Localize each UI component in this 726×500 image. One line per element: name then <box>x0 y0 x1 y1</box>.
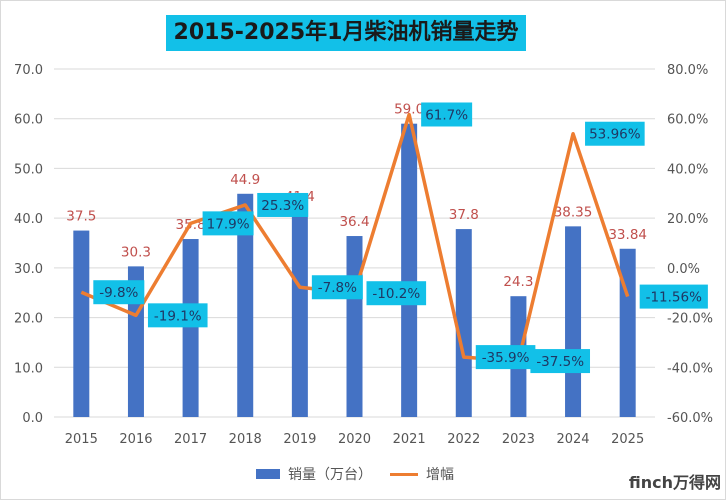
x-tick: 2021 <box>393 432 426 447</box>
bar-data-label: 44.9 <box>230 172 260 188</box>
bar-data-label: 37.8 <box>449 207 479 223</box>
growth-label-box <box>147 303 208 328</box>
x-tick: 2020 <box>338 432 371 447</box>
growth-label-box <box>311 275 363 300</box>
growth-label-box <box>202 211 254 236</box>
legend-label-sales: 销量（万台） <box>288 467 372 483</box>
bar <box>565 226 582 417</box>
bar <box>73 230 90 417</box>
y-right-tick: 60.0% <box>667 113 708 128</box>
growth-data-label: -37.5% <box>536 354 584 370</box>
y-left-tick: 50.0 <box>14 162 43 177</box>
bar-data-label: 59.0 <box>394 102 424 118</box>
growth-data-label: -7.8% <box>318 280 357 296</box>
legend-swatch-line <box>390 472 418 476</box>
bar <box>182 239 199 417</box>
y-left-tick: 20.0 <box>14 312 43 327</box>
x-tick: 2016 <box>119 432 152 447</box>
bar <box>455 229 472 417</box>
bar <box>346 236 363 417</box>
bar-data-label: 37.5 <box>66 209 96 225</box>
growth-label-box <box>585 121 645 146</box>
y-right-tick: -60.0% <box>667 411 713 426</box>
growth-data-label: 61.7% <box>425 107 468 123</box>
growth-label-box <box>530 349 591 374</box>
growth-data-label: -9.8% <box>99 285 138 301</box>
growth-label-box <box>257 192 309 217</box>
bar <box>291 211 308 417</box>
growth-label-box <box>366 281 427 306</box>
x-tick: 2023 <box>502 432 535 447</box>
y-left-tick: 70.0 <box>14 63 43 78</box>
bar-data-label: 33.84 <box>608 227 647 243</box>
growth-label-box <box>93 280 145 305</box>
y-left-tick: 60.0 <box>14 113 43 128</box>
x-tick: 2019 <box>283 432 316 447</box>
bar <box>401 123 418 417</box>
growth-data-label: -10.2% <box>372 286 420 302</box>
bar <box>237 193 254 417</box>
y-left-tick: 40.0 <box>14 212 43 227</box>
growth-data-label: 53.96% <box>589 127 641 143</box>
x-tick: 2015 <box>65 432 98 447</box>
growth-data-label: -11.56% <box>646 290 703 306</box>
y-left-tick: 0.0 <box>22 411 43 426</box>
x-tick: 2018 <box>229 432 262 447</box>
chart-title: 2015-2025年1月柴油机销量走势 <box>166 15 526 51</box>
y-right-tick: 40.0% <box>667 162 708 177</box>
bar-data-label: 38.35 <box>554 204 593 220</box>
bar <box>619 248 636 417</box>
legend: 销量（万台） 增幅 <box>256 464 454 484</box>
y-right-tick: 0.0% <box>667 262 700 277</box>
y-right-tick: 80.0% <box>667 63 708 78</box>
y-left-tick: 30.0 <box>14 262 43 277</box>
growth-data-label: 17.9% <box>207 216 250 232</box>
growth-data-label: -19.1% <box>154 308 202 324</box>
growth-data-label: -35.9% <box>482 350 530 366</box>
bar-data-label: 30.3 <box>121 244 151 260</box>
y-right-tick: -20.0% <box>667 312 713 327</box>
x-tick: 2022 <box>447 432 480 447</box>
x-tick: 2025 <box>611 432 644 447</box>
legend-swatch-bar <box>256 469 280 479</box>
growth-label-box <box>475 345 536 370</box>
y-left-tick: 10.0 <box>14 361 43 376</box>
bar-data-label: 36.4 <box>339 214 369 230</box>
x-tick: 2017 <box>174 432 207 447</box>
watermark: finch万得网 <box>628 473 721 492</box>
bar-data-label: 24.3 <box>503 274 533 290</box>
growth-label-box <box>421 102 473 127</box>
y-right-tick: 20.0% <box>667 212 708 227</box>
growth-data-label: 25.3% <box>261 198 304 214</box>
growth-label-box <box>639 284 708 309</box>
y-right-tick: -40.0% <box>667 361 713 376</box>
legend-label-growth: 增幅 <box>426 467 454 483</box>
x-tick: 2024 <box>556 432 589 447</box>
